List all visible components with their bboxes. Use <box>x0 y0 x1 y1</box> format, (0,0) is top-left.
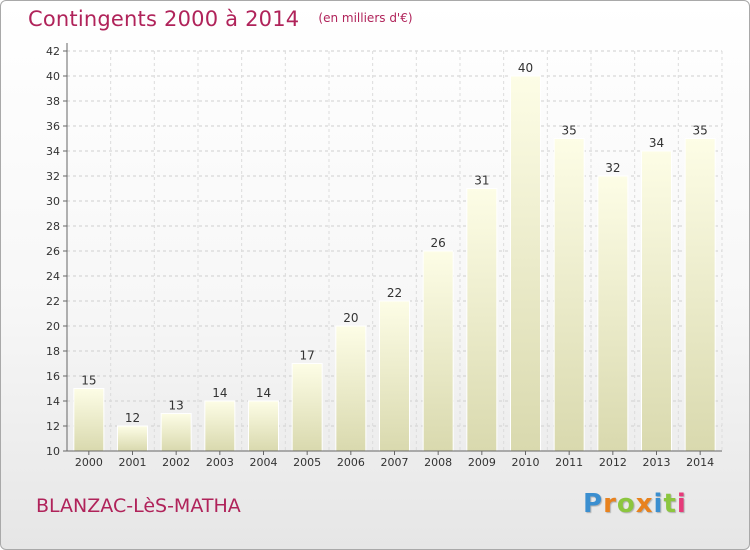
chart-title: Contingents 2000 à 2014 <box>28 7 300 31</box>
data-label: 13 <box>169 399 184 413</box>
data-label: 14 <box>256 386 271 400</box>
y-tick-label: 18 <box>46 345 60 358</box>
bar <box>160 413 192 452</box>
y-tick-label: 12 <box>46 420 60 433</box>
bar <box>597 175 629 452</box>
brand-letter: o <box>616 489 636 519</box>
x-tick-label: 2000 <box>75 456 103 469</box>
bar <box>117 425 148 452</box>
bar <box>422 250 454 452</box>
data-label: 34 <box>649 136 664 150</box>
bar <box>553 138 585 452</box>
y-tick-label: 42 <box>46 45 60 58</box>
bar <box>204 400 236 452</box>
brand-letter: P <box>583 489 604 519</box>
x-tick-label: 2011 <box>555 456 583 469</box>
y-tick-label: 40 <box>46 70 60 83</box>
y-tick-label: 34 <box>46 145 60 158</box>
y-tick-label: 22 <box>46 295 60 308</box>
brand-letter: r <box>603 489 617 519</box>
y-tick-label: 20 <box>46 320 60 333</box>
labels: 10 12 14 16 18 20 22 24 26 28 30 32 34 36 38 40 42 15 2000… <box>46 45 714 469</box>
data-label: 35 <box>693 124 708 138</box>
data-label: 40 <box>518 61 533 75</box>
bar <box>466 188 498 452</box>
bar <box>248 400 279 452</box>
y-tick-label: 14 <box>46 395 60 408</box>
bars <box>73 75 716 452</box>
data-label: 32 <box>605 161 620 175</box>
y-tick-label: 24 <box>46 270 60 283</box>
data-label: 17 <box>300 349 315 363</box>
x-tick-label: 2010 <box>512 456 540 469</box>
x-tick-label: 2005 <box>293 456 321 469</box>
y-tick-label: 36 <box>46 120 60 133</box>
x-tick-label: 2004 <box>250 456 278 469</box>
commune-name: BLANZAC-LèS-MATHA <box>36 495 241 517</box>
proxiti-logo[interactable]: Proxiti <box>583 489 687 519</box>
y-tick-label: 16 <box>46 370 60 383</box>
chart-unit: (en milliers d'€) <box>318 11 413 25</box>
data-label: 26 <box>431 236 446 250</box>
x-tick-label: 2009 <box>468 456 496 469</box>
data-label: 12 <box>125 411 140 425</box>
x-tick-label: 2013 <box>643 456 671 469</box>
bar <box>684 138 716 452</box>
brand-letter: x <box>635 489 654 519</box>
bar <box>73 388 105 452</box>
brand-letter: i <box>676 489 687 519</box>
bar <box>641 150 672 452</box>
data-label: 20 <box>343 311 358 325</box>
x-tick-label: 2014 <box>686 456 714 469</box>
data-label: 14 <box>212 386 227 400</box>
x-tick-label: 2002 <box>162 456 190 469</box>
bar <box>379 300 410 452</box>
bar <box>291 363 323 452</box>
y-tick-label: 28 <box>46 220 60 233</box>
x-tick-label: 2001 <box>119 456 147 469</box>
data-label: 31 <box>474 174 489 188</box>
brand-letter: t <box>663 489 677 519</box>
data-label: 22 <box>387 286 402 300</box>
data-label: 35 <box>562 124 577 138</box>
x-tick-label: 2012 <box>599 456 627 469</box>
x-tick-label: 2003 <box>206 456 234 469</box>
bar <box>510 75 541 452</box>
y-tick-label: 30 <box>46 195 60 208</box>
x-tick-label: 2007 <box>381 456 409 469</box>
x-tick-label: 2008 <box>424 456 452 469</box>
x-tick-label: 2006 <box>337 456 365 469</box>
axes <box>63 43 722 455</box>
brand-letter: i <box>653 489 664 519</box>
y-tick-label: 10 <box>46 445 60 458</box>
y-tick-label: 26 <box>46 245 60 258</box>
bar <box>335 325 367 452</box>
y-tick-label: 38 <box>46 95 60 108</box>
data-label: 15 <box>81 374 96 388</box>
title-row: Contingents 2000 à 2014 (en milliers d'€… <box>28 7 413 31</box>
y-tick-label: 32 <box>46 170 60 183</box>
